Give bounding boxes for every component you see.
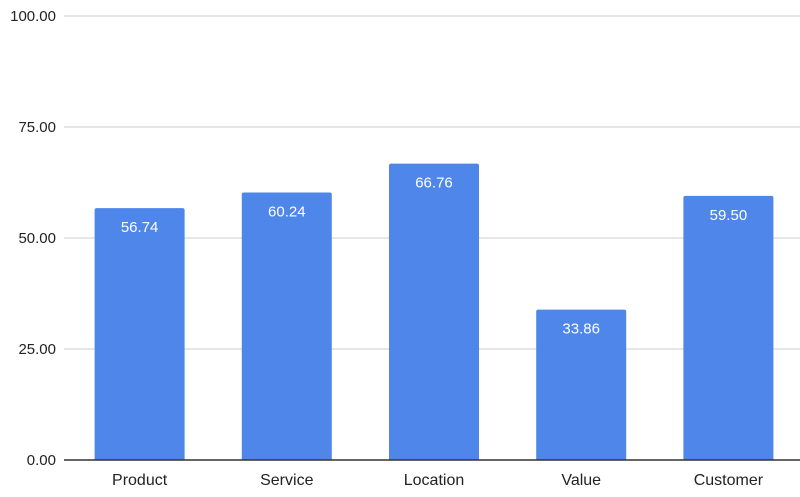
bar-value-label-customer: 59.50 — [710, 207, 748, 224]
x-tick-label-location: Location — [404, 472, 465, 489]
x-tick-label-product: Product — [112, 472, 168, 489]
bar-service — [241, 192, 332, 460]
bar-customer — [683, 195, 774, 460]
y-axis-ticks: 0.00 25.00 50.00 75.00 100.00 — [10, 8, 56, 469]
y-tick-label-3: 75.00 — [18, 119, 56, 136]
bar-product — [94, 208, 185, 460]
x-tick-label-service: Service — [260, 472, 313, 489]
y-tick-label-2: 50.00 — [18, 230, 56, 247]
x-axis-ticks: Product Service Location Value Customer — [112, 472, 764, 489]
bar-value-label-value: 33.86 — [562, 321, 600, 338]
bar-value-label-product: 56.74 — [121, 219, 159, 236]
bar-value — [536, 309, 627, 460]
bar-value-label-service: 60.24 — [268, 204, 306, 221]
bar-location — [389, 163, 479, 460]
y-tick-label-0: 0.00 — [27, 452, 56, 469]
x-tick-label-customer: Customer — [694, 472, 764, 489]
bar-value-label-location: 66.76 — [415, 175, 453, 192]
bars: 56.74 60.24 66.76 33.86 59.50 — [94, 163, 774, 460]
x-tick-label-value: Value — [561, 472, 601, 489]
y-tick-label-1: 25.00 — [18, 341, 56, 358]
y-tick-label-4: 100.00 — [10, 8, 56, 25]
